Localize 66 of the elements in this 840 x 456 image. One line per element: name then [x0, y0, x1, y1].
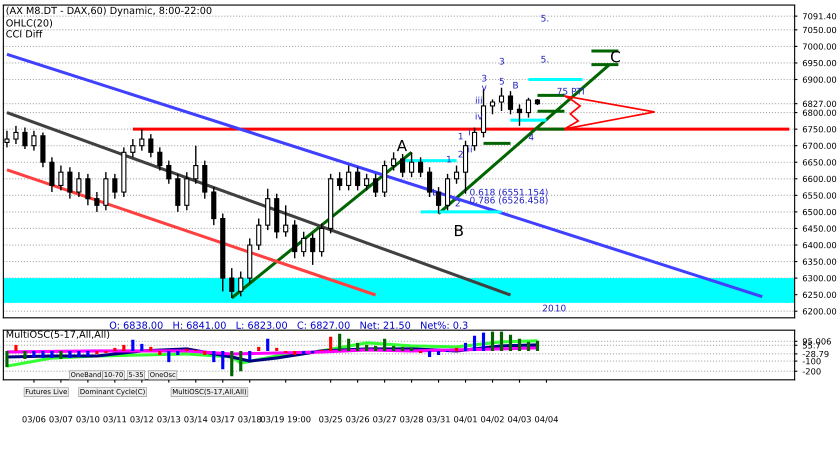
annotation: 1	[458, 132, 463, 140]
x-tick-label: 03/13	[157, 416, 180, 424]
x-tick-label: 03/12	[130, 416, 154, 424]
y-tick-label: 7050.00	[802, 26, 836, 34]
y-tick-label: 6650.00	[802, 159, 836, 166]
text: O: 6838.00 H: 6841.00 L: 6823.00 C: 6827.00 Net: 21.50 Net%: 0.3	[110, 322, 468, 329]
y-tick-label: 6600.00	[802, 176, 836, 182]
y-tick-label: 6350.00	[802, 258, 836, 265]
y-tick-label: 6750.00	[802, 126, 836, 132]
annotation: 0.618 (6551.154)	[470, 188, 548, 197]
y-tick-label: 7000.00	[802, 43, 836, 50]
annotation: 5	[500, 78, 504, 85]
y-tick-label: 6950.00	[802, 60, 836, 66]
annotation: 2	[456, 200, 460, 206]
y-tick-label: 6700.00	[802, 142, 836, 149]
x-tick-label: 04/01	[454, 416, 477, 424]
annotation: i	[469, 128, 470, 136]
x-tick-label: 03/07	[49, 416, 72, 424]
x-tick-label: 03/31	[427, 416, 450, 424]
x-tick-label: 03/19 19:00	[260, 416, 310, 424]
y-tick-label: 6827.00	[802, 100, 836, 107]
y-tick-label: 7091.40	[802, 13, 836, 20]
x-tick-label: 03/11	[103, 416, 126, 424]
annotation: 20	[542, 304, 554, 312]
y-tick-label: -200	[802, 368, 821, 375]
x-tick-label: 03/27	[373, 416, 396, 424]
annotation: B	[454, 224, 463, 236]
annotation: 3	[500, 58, 504, 65]
x-tick-label: 04/04	[535, 416, 558, 424]
y-tick-label: 6400.00	[802, 242, 836, 248]
annotation: v	[482, 86, 487, 90]
annotation: 5.	[541, 14, 548, 22]
annotation: 0.786 (6526.458)	[470, 196, 548, 205]
x-tick-label: 03/14	[184, 416, 208, 424]
y-tick-label: 6900.00	[802, 76, 836, 83]
y-tick-label: 6200.00	[802, 308, 836, 314]
x-tick-label: 03/10	[76, 416, 100, 424]
text: OHLC(20) CCI Diff	[6, 19, 52, 38]
x-tick-label: 03/26	[346, 416, 370, 424]
y-tick-label: -28.79	[802, 350, 829, 358]
chart-title: (AX M8.DT - DAX,60) Dynamic, 8:00-22:00	[6, 6, 212, 16]
y-tick-label: -100	[802, 358, 821, 364]
annotation: ii	[468, 146, 472, 152]
x-tick-label: 03/18	[238, 416, 262, 424]
x-tick-label: 04/03	[508, 416, 531, 424]
annotation: 10	[556, 304, 566, 312]
y-tick-label: 6800.00	[802, 110, 836, 116]
x-tick-label: 03/17	[211, 416, 234, 424]
x-tick-label: 03/06	[22, 416, 46, 424]
annotation: iii	[476, 96, 482, 104]
annotation: 5.	[541, 56, 548, 63]
annotation: 4	[528, 134, 534, 140]
y-tick-label: 6300.00	[802, 275, 836, 282]
annotation: 3	[482, 74, 486, 82]
x-tick-label: 03/28	[400, 416, 424, 424]
y-tick-label: 6250.00	[802, 292, 836, 298]
x-tick-label: 04/02	[481, 416, 504, 424]
chart-title: MultiOSC(5-17,All,All)	[6, 330, 110, 340]
y-tick-label: 6450.00	[802, 225, 836, 232]
annotation: A	[396, 140, 408, 152]
annotation: 2	[458, 150, 463, 158]
y-tick-label: 6500.00	[802, 208, 836, 216]
x-tick-label: 03/25	[319, 416, 342, 424]
annotation: B	[513, 82, 518, 88]
y-tick-label: 6550.00	[802, 192, 836, 199]
annotation: C	[610, 50, 620, 62]
